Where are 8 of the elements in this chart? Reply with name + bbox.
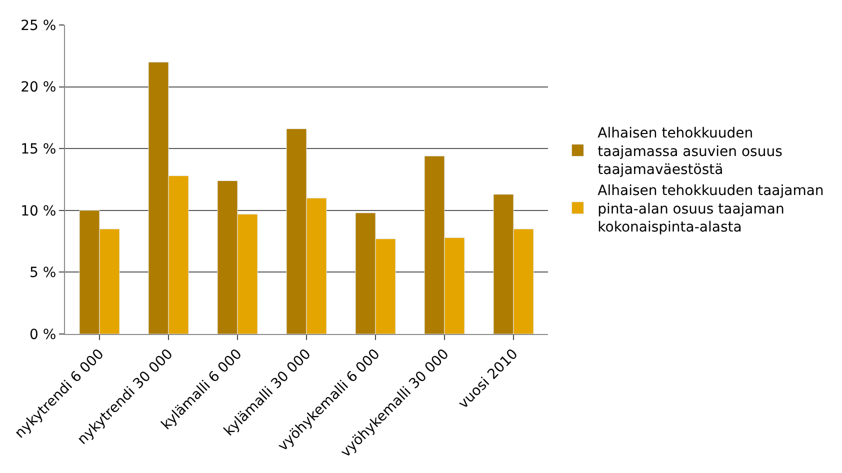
y-tick-label: 20 % — [20, 80, 56, 96]
y-tick-label: 0 % — [30, 326, 56, 343]
y-tick-label: 5 % — [30, 265, 56, 282]
y-tick-label: 25 % — [20, 18, 56, 34]
y-tick-label: 10 % — [20, 203, 56, 220]
y-tick-label: 15 % — [20, 142, 56, 158]
legend-label: Alhaisen tehokkuuden taajamassa asuvien osuus taajamaväestöstä — [598, 126, 782, 178]
legend-label: Alhaisen tehokkuuden taajaman pinta-alan osuus taajaman kokonaispinta-alasta — [598, 183, 824, 236]
